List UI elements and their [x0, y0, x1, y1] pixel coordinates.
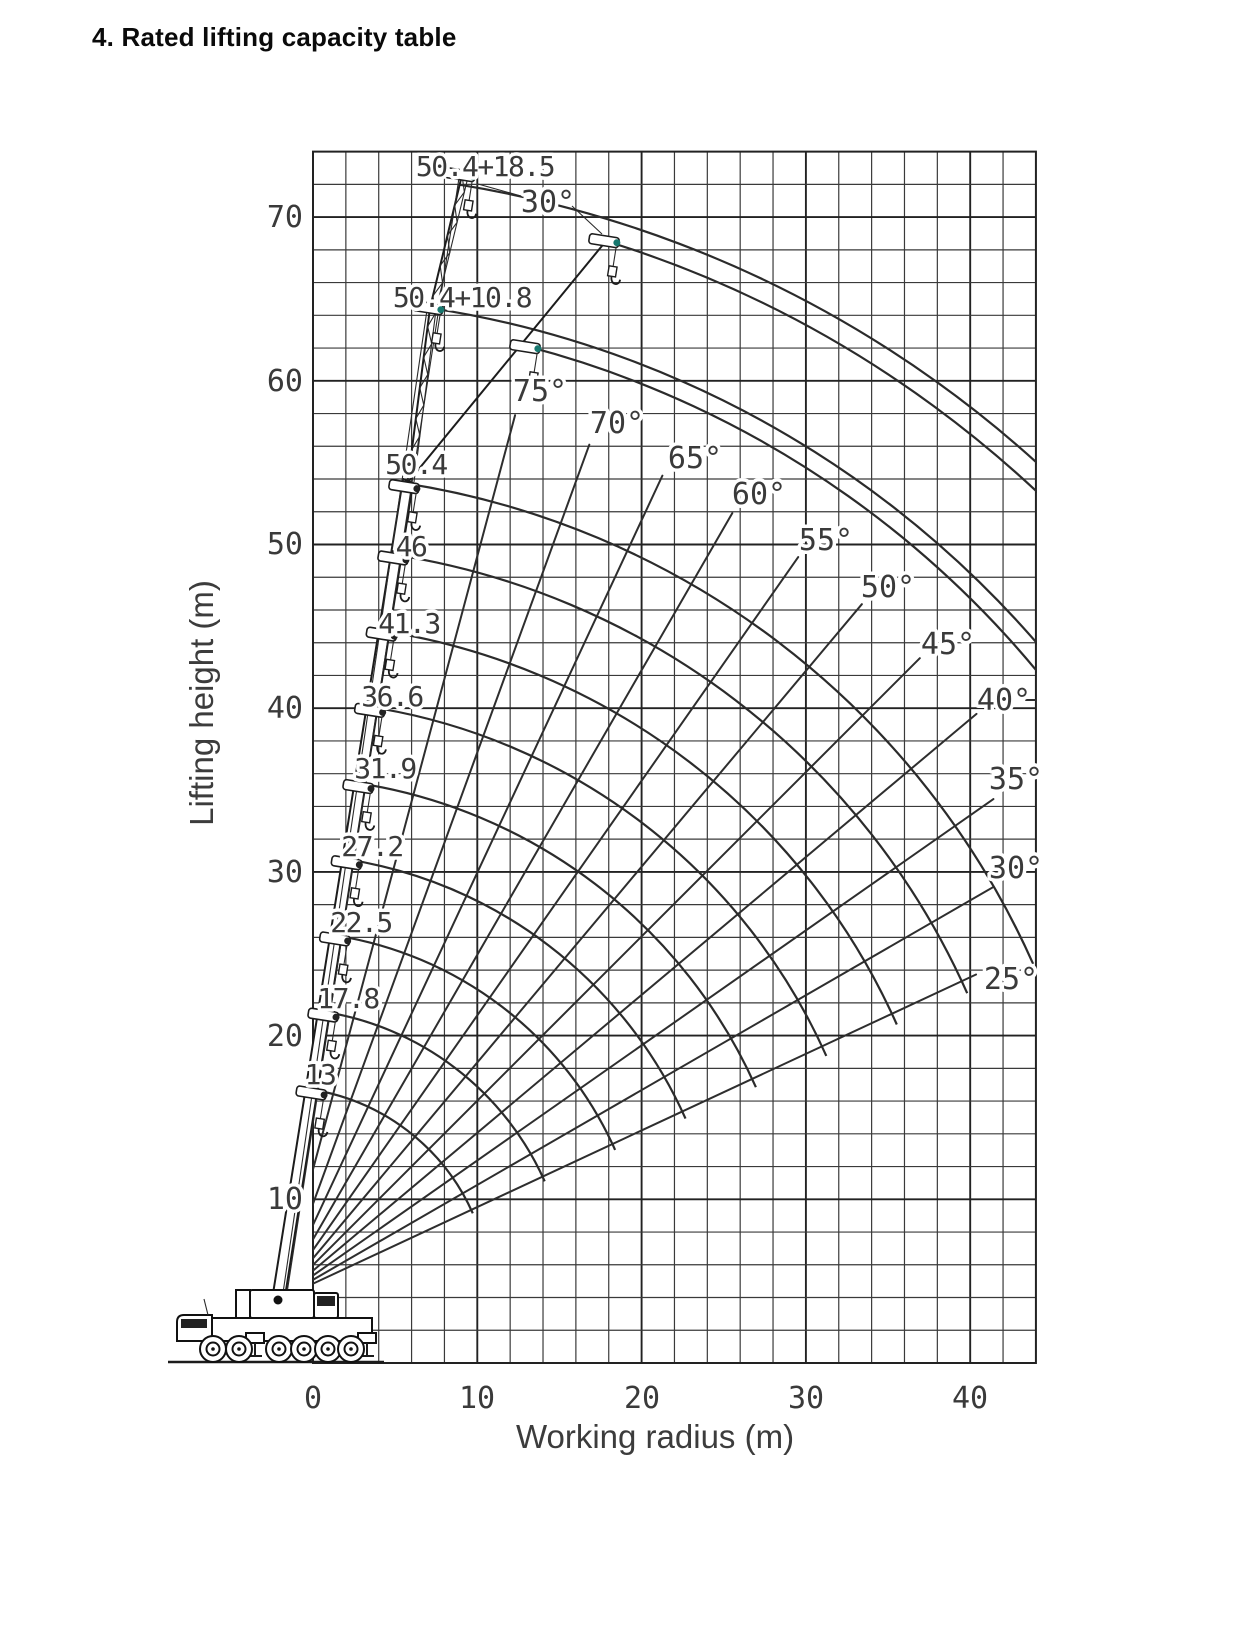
boom-label-50-4: 50.4 — [385, 448, 447, 481]
boom-angle-lines — [313, 414, 1037, 1285]
boom-label-36-6: 36.6 — [361, 680, 423, 713]
angle-label-35: 35° — [989, 762, 1043, 797]
boom-label-41-3: 41.3 — [378, 607, 439, 640]
angle-label-50: 50° — [861, 570, 915, 605]
angle-label-25: 25° — [984, 962, 1038, 997]
page-title: 4. Rated lifting capacity table — [92, 22, 457, 52]
angle-label-55: 55° — [799, 523, 853, 558]
x-tick-40: 40 — [952, 1381, 988, 1416]
x-axis-title: Working radius (m) — [516, 1418, 794, 1455]
x-tick-0: 0 — [304, 1381, 322, 1416]
grid — [312, 150, 1037, 1364]
angle-label-60: 60° — [732, 477, 786, 512]
x-tick-30: 30 — [788, 1381, 824, 1416]
y-axis-title: Lifting height (m) — [183, 580, 220, 826]
boom-label-17-8: 17.8 — [317, 982, 379, 1015]
boom-label-50-4-10-8: 50.4+10.8 — [393, 281, 532, 314]
angle-label-70: 70° — [590, 406, 644, 441]
x-tick-10: 10 — [459, 1381, 495, 1416]
x-tick-20: 20 — [624, 1381, 660, 1416]
boom-length-arcs — [313, 183, 1037, 1214]
angle-label-40: 40° — [977, 683, 1031, 718]
y-tick-70: 70 — [267, 200, 303, 235]
boom-label-22-5: 22.5 — [330, 906, 391, 939]
boom-label-46: 46 — [396, 530, 427, 563]
jib-offset-angle-label: 30° — [521, 185, 575, 220]
boom-label-50-4-18-5: 50.4+18.5 — [416, 150, 554, 183]
angle-label-30: 30° — [989, 851, 1043, 886]
y-tick-30: 30 — [267, 855, 303, 890]
boom-illustration — [270, 167, 622, 1305]
axis-labels: Working radius (m) Lifting height (m) 70… — [183, 197, 992, 1456]
angle-label-75: 75° — [513, 374, 567, 409]
angle-label-65: 65° — [668, 441, 722, 476]
y-tick-20: 20 — [267, 1019, 303, 1054]
y-tick-10: 10 — [267, 1182, 303, 1217]
boom-length-labels: 13 17.8 22.5 27.2 31.9 36.6 41.3 46 50.4… — [301, 147, 559, 1095]
angle-labels: 25° 30° 35° 40° 45° 50° 55° 60° 65° 70° … — [509, 182, 1046, 1001]
y-tick-40: 40 — [267, 691, 303, 726]
y-tick-60: 60 — [267, 364, 303, 399]
y-tick-50: 50 — [267, 527, 303, 562]
boom-label-27-2: 27.2 — [341, 830, 402, 863]
boom-label-13: 13 — [305, 1058, 336, 1091]
angle-label-45: 45° — [921, 627, 975, 662]
crane-illustration — [168, 1289, 384, 1364]
boom-label-31-9: 31.9 — [354, 752, 415, 785]
